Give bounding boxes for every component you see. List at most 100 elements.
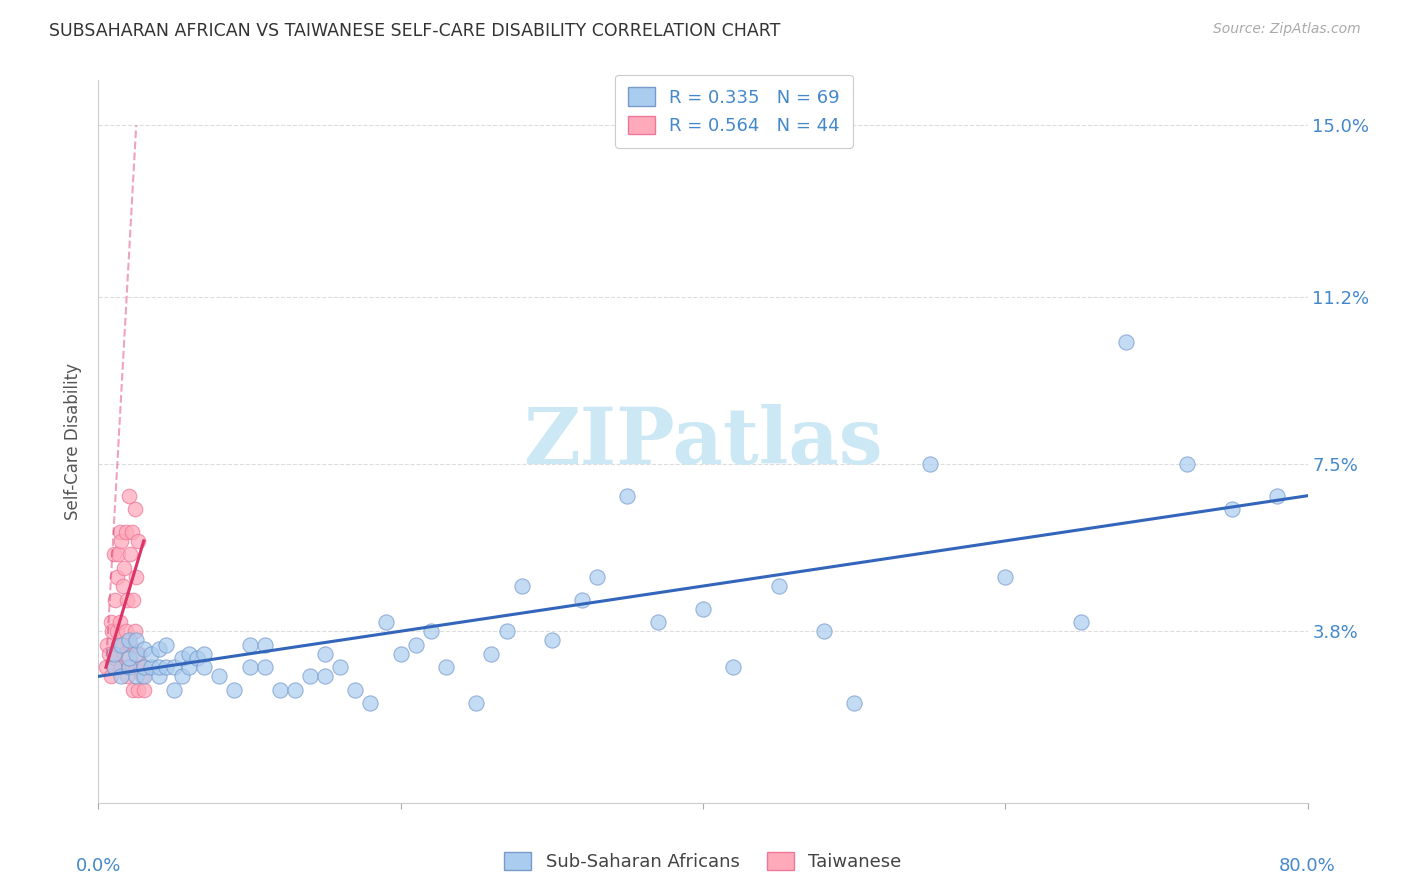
Point [132, 660, 155, 674]
Point [481, 647, 503, 661]
Point [124, 502, 146, 516]
Point [510, 579, 533, 593]
Point [125, 660, 148, 674]
Point [118, 660, 141, 674]
Point [124, 624, 146, 639]
Point [163, 660, 186, 674]
Point [120, 638, 142, 652]
Point [1115, 335, 1137, 350]
Point [125, 647, 148, 661]
Point [112, 647, 135, 661]
Point [586, 570, 609, 584]
Point [121, 524, 143, 539]
Point [100, 669, 122, 683]
Point [420, 624, 443, 639]
Point [193, 647, 215, 661]
Point [105, 624, 128, 639]
Point [299, 669, 322, 683]
Point [616, 489, 638, 503]
Point [148, 660, 170, 674]
Point [495, 624, 517, 639]
Point [114, 624, 136, 639]
Point [465, 697, 488, 711]
Point [112, 561, 135, 575]
Point [132, 642, 155, 657]
Point [540, 633, 562, 648]
Point [100, 615, 122, 630]
Point [994, 570, 1017, 584]
Point [115, 592, 138, 607]
Point [103, 660, 125, 674]
Point [239, 660, 262, 674]
Point [103, 548, 125, 562]
Point [1267, 489, 1289, 503]
Point [107, 638, 129, 652]
Point [768, 579, 790, 593]
Point [118, 651, 141, 665]
Point [193, 660, 215, 674]
Point [98, 647, 121, 661]
Point [141, 660, 163, 674]
Point [571, 592, 593, 607]
Point [179, 660, 201, 674]
Point [110, 533, 132, 548]
Point [111, 638, 134, 652]
Text: SUBSAHARAN AFRICAN VS TAIWANESE SELF-CARE DISABILITY CORRELATION CHART: SUBSAHARAN AFRICAN VS TAIWANESE SELF-CAR… [49, 22, 780, 40]
Point [163, 682, 186, 697]
Point [1175, 457, 1198, 471]
Point [647, 615, 669, 630]
Point [132, 682, 155, 697]
Point [434, 660, 457, 674]
Legend: R = 0.335   N = 69, R = 0.564   N = 44: R = 0.335 N = 69, R = 0.564 N = 44 [616, 75, 852, 148]
Point [125, 669, 148, 683]
Point [141, 647, 163, 661]
Point [120, 548, 142, 562]
Point [253, 638, 276, 652]
Point [389, 647, 412, 661]
Point [127, 533, 149, 548]
Point [844, 697, 866, 711]
Point [129, 660, 152, 674]
Point [148, 669, 170, 683]
Point [110, 638, 132, 652]
Point [723, 660, 745, 674]
Point [224, 682, 246, 697]
Text: Source: ZipAtlas.com: Source: ZipAtlas.com [1213, 22, 1361, 37]
Point [155, 638, 177, 652]
Legend: Sub-Saharan Africans, Taiwanese: Sub-Saharan Africans, Taiwanese [498, 845, 908, 879]
Point [122, 592, 145, 607]
Point [108, 615, 131, 630]
Point [118, 489, 141, 503]
Point [269, 682, 291, 697]
Point [132, 669, 155, 683]
Point [239, 638, 262, 652]
Point [253, 660, 276, 674]
Point [104, 651, 127, 665]
Point [131, 669, 153, 683]
Point [344, 682, 367, 697]
Point [107, 548, 129, 562]
Point [170, 651, 193, 665]
Text: 80.0%: 80.0% [1279, 857, 1336, 875]
Point [208, 669, 231, 683]
Y-axis label: Self-Care Disability: Self-Care Disability [65, 363, 83, 520]
Point [314, 669, 336, 683]
Point [314, 647, 336, 661]
Point [103, 647, 125, 661]
Point [103, 660, 125, 674]
Point [692, 601, 714, 615]
Point [186, 651, 208, 665]
Point [96, 638, 118, 652]
Point [111, 579, 134, 593]
Point [148, 642, 170, 657]
Point [122, 682, 145, 697]
Point [128, 647, 150, 661]
Point [374, 615, 396, 630]
Point [405, 638, 427, 652]
Point [94, 660, 117, 674]
Point [360, 697, 382, 711]
Point [115, 669, 138, 683]
Point [105, 570, 128, 584]
Text: 0.0%: 0.0% [76, 857, 121, 875]
Point [110, 669, 132, 683]
